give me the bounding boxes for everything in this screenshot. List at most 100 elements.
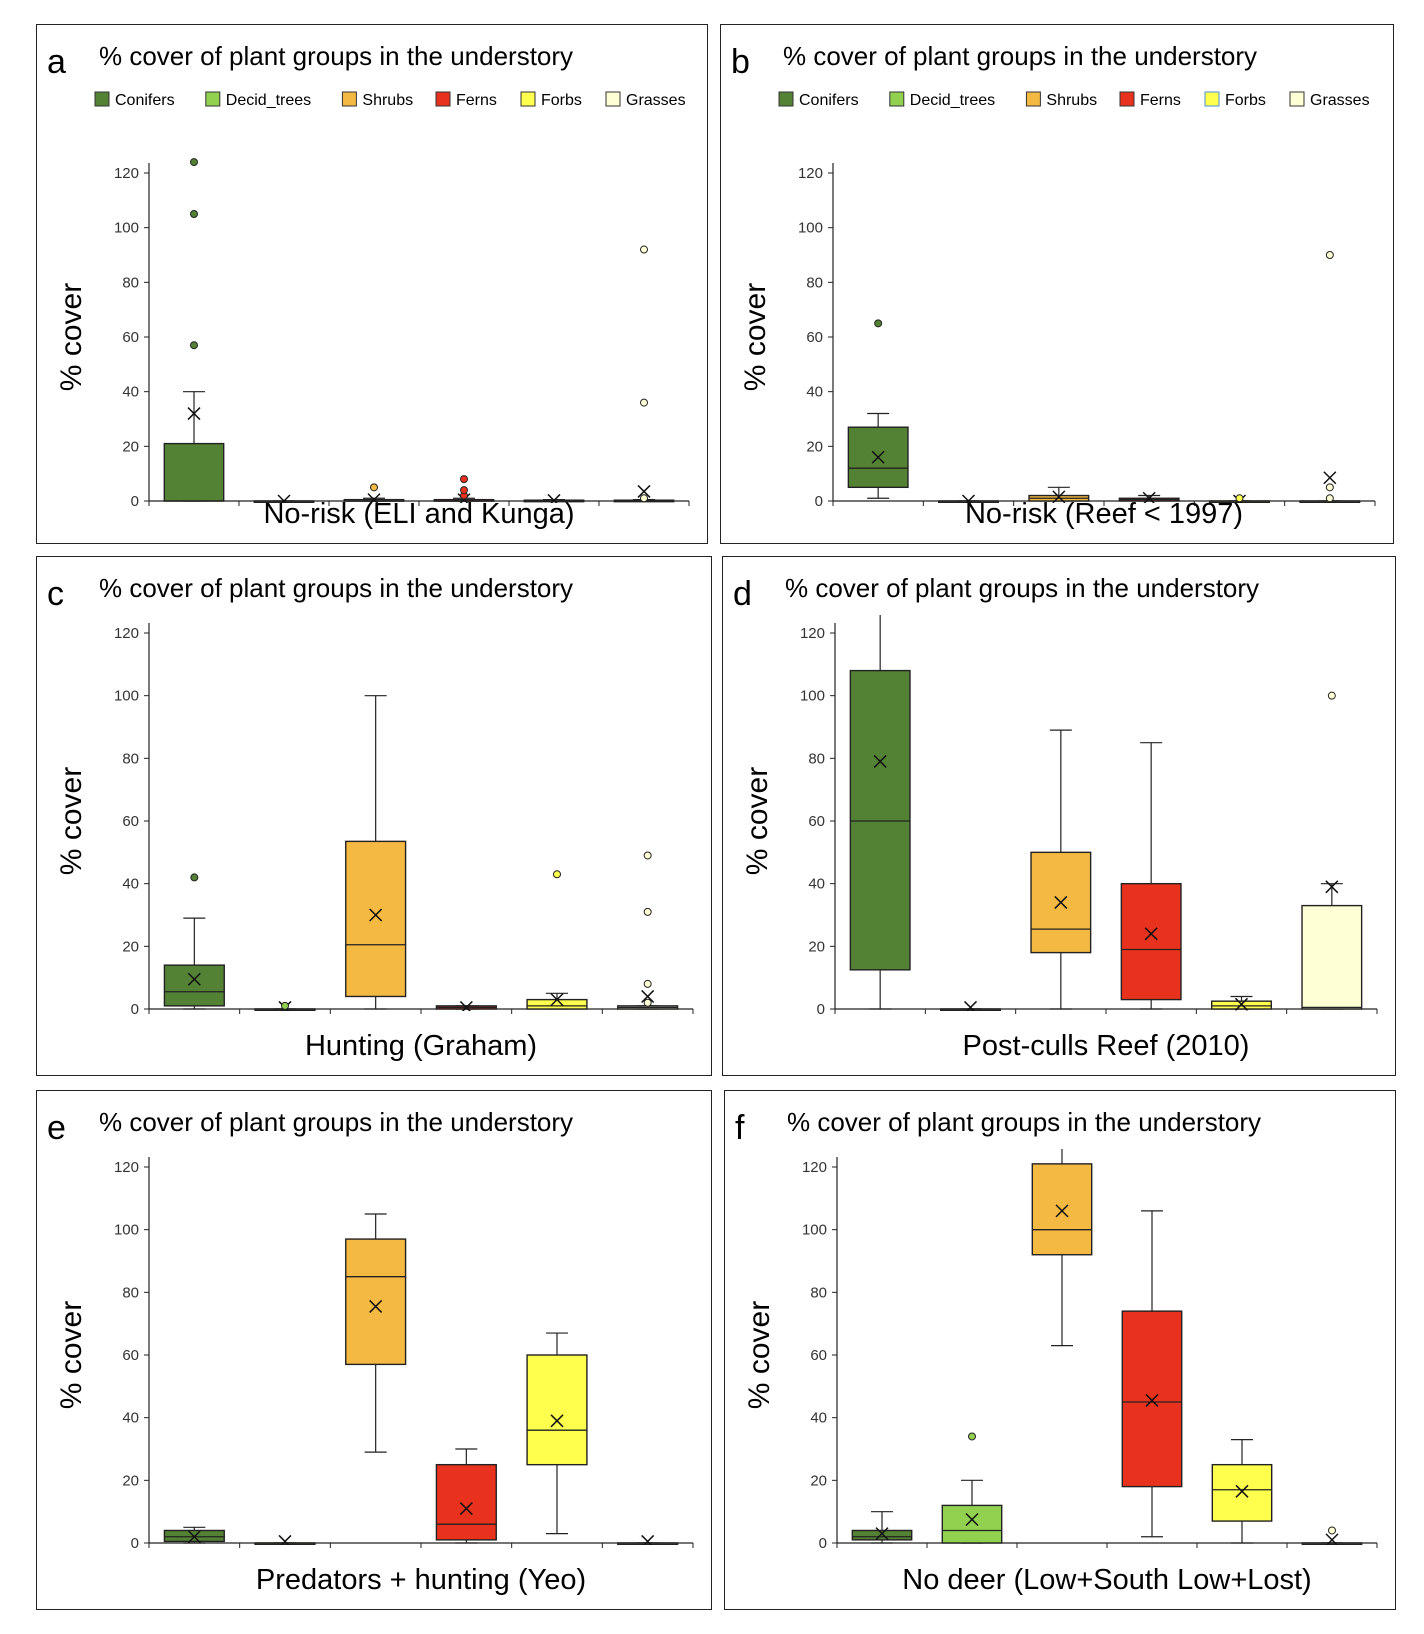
legend-swatch-grasses	[1289, 91, 1305, 107]
legend-label-grasses: Grasses	[626, 92, 686, 109]
box-iqr	[163, 964, 225, 1007]
outlier-point	[640, 398, 648, 407]
y-tick-label: 0	[131, 1535, 139, 1552]
mean-marker	[965, 1512, 979, 1527]
y-tick-label: 40	[806, 384, 823, 401]
outlier-point	[190, 873, 199, 882]
box-conifers	[163, 1526, 225, 1544]
box-grasses	[617, 851, 679, 1010]
mean-marker	[550, 1414, 564, 1428]
mean-marker	[963, 1000, 978, 1011]
box-iqr	[1211, 1463, 1273, 1522]
box-decid-trees	[941, 1432, 1003, 1544]
outlier-point	[553, 870, 561, 879]
box-decid-trees	[254, 1000, 316, 1011]
y-tick-label: 60	[806, 329, 823, 346]
box-iqr	[1031, 1163, 1093, 1256]
y-axis-label: % cover	[741, 767, 774, 875]
legend-label-shrubs: Shrubs	[1046, 92, 1097, 109]
legend-label-conifers: Conifers	[799, 92, 859, 109]
y-tick-label: 80	[122, 274, 139, 291]
y-tick-label: 20	[122, 1472, 139, 1489]
y-tick-label: 120	[114, 1159, 139, 1176]
legend-swatch-ferns	[435, 91, 451, 107]
mean-marker	[1144, 927, 1158, 941]
box-decid-trees	[937, 494, 1000, 503]
outlier-point	[643, 907, 652, 916]
outlier-point	[370, 483, 378, 492]
box-forbs	[523, 493, 585, 503]
y-tick-label: 20	[808, 938, 825, 955]
mean-marker	[457, 493, 471, 503]
y-tick-label: 0	[131, 493, 139, 510]
box-grasses	[613, 245, 675, 503]
legend-swatch-forbs	[520, 91, 536, 107]
legend-swatch-ferns	[1119, 91, 1135, 107]
box-ferns	[435, 1448, 497, 1544]
legend-label-forbs: Forbs	[1225, 92, 1266, 109]
mean-marker	[1325, 880, 1339, 894]
legend-swatch-grasses	[605, 91, 621, 107]
y-tick-label: 20	[810, 1472, 827, 1489]
legend-swatch-forbs	[1204, 91, 1220, 107]
box-shrubs	[343, 483, 405, 503]
y-tick-label: 40	[122, 384, 139, 401]
mean-marker	[637, 484, 651, 498]
y-tick-label: 0	[819, 1535, 827, 1552]
plot-area	[847, 251, 1361, 503]
mean-marker	[1145, 1393, 1159, 1407]
panel-label: d	[733, 575, 752, 613]
legend-label-forbs: Forbs	[541, 92, 582, 109]
y-axis-label: % cover	[55, 1301, 88, 1409]
plot-area	[851, 1149, 1363, 1545]
y-tick-label: 60	[808, 813, 825, 830]
y-tick-label: 100	[798, 220, 823, 237]
y-tick-label: 120	[114, 625, 139, 642]
box-iqr	[526, 1354, 588, 1466]
box-conifers	[849, 615, 911, 1010]
outlier-point	[190, 341, 198, 350]
chart-panel-b: b % cover of plant groups in the understo…	[720, 24, 1394, 544]
box-iqr	[435, 1463, 497, 1541]
chart-svg: c % cover of plant groups in the understo…	[47, 573, 694, 1062]
mean-marker	[875, 1527, 889, 1541]
outlier-point	[1325, 483, 1334, 492]
mean-marker	[459, 1502, 473, 1516]
box-iqr	[526, 998, 588, 1010]
panel-label: c	[47, 575, 64, 613]
y-axis-label: % cover	[55, 283, 88, 391]
y-tick-label: 40	[808, 876, 825, 893]
outlier-point	[1325, 494, 1334, 503]
y-axis-label: % cover	[55, 767, 88, 875]
y-tick-label: 0	[817, 1001, 825, 1018]
x-axis-label: Hunting (Graham)	[305, 1030, 537, 1062]
outlier-point	[1328, 1526, 1336, 1535]
y-tick-label: 20	[806, 438, 823, 455]
y-tick-label: 60	[122, 813, 139, 830]
mean-marker	[187, 407, 201, 421]
mean-marker	[1054, 895, 1068, 909]
box-ferns	[1118, 491, 1180, 503]
box-iqr	[941, 1504, 1003, 1544]
legend-swatch-decid_trees	[205, 91, 221, 107]
box-grasses	[617, 1534, 679, 1545]
x-axis-label: No-risk (Reef < 1997)	[965, 498, 1243, 530]
legend-label-conifers: Conifers	[115, 92, 175, 109]
outlier-point	[643, 979, 652, 988]
box-shrubs	[345, 1213, 407, 1453]
outlier-point	[460, 486, 468, 495]
outlier-point	[190, 158, 198, 167]
y-tick-label: 40	[122, 1410, 139, 1427]
box-ferns	[1121, 1210, 1183, 1538]
box-grasses	[1301, 1526, 1363, 1545]
chart-svg: d % cover of plant groups in the understo…	[733, 573, 1378, 1062]
y-tick-label: 80	[122, 750, 139, 767]
outlier-point	[190, 210, 198, 218]
mean-marker	[187, 1530, 201, 1544]
y-tick-label: 80	[122, 1284, 139, 1301]
y-tick-label: 100	[800, 688, 825, 705]
legend-label-decid_trees: Decid_trees	[910, 92, 995, 109]
box-grasses	[1301, 691, 1363, 1010]
box-ferns	[433, 475, 495, 503]
legend-label-decid_trees: Decid_trees	[226, 92, 311, 109]
